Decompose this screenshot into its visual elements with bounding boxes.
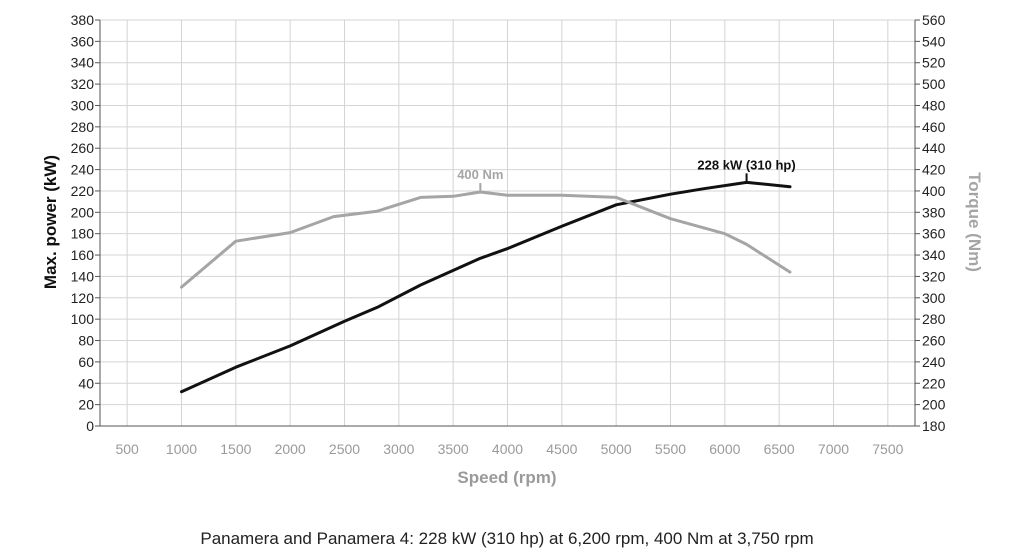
y-tick-label-right: 280 [922, 311, 946, 327]
y-tick-label-left: 0 [86, 418, 94, 434]
y-tick-label-right: 180 [922, 418, 946, 434]
y-tick-label-right: 300 [922, 290, 946, 306]
y-tick-label-left: 160 [71, 247, 95, 263]
y-tick-label-left: 300 [71, 97, 95, 113]
y-tick-label-right: 420 [922, 162, 946, 178]
x-tick-label: 6500 [764, 441, 795, 457]
y-tick-label-right: 200 [922, 397, 946, 413]
y-tick-label-left: 340 [71, 55, 95, 71]
y-tick-label-right: 380 [922, 204, 946, 220]
y-tick-label-left: 260 [71, 140, 95, 156]
x-tick-label: 3500 [438, 441, 469, 457]
x-tick-label: 1500 [220, 441, 251, 457]
chart-axes: 0 180 20 200 40 220 60 240 80 260 100 280 120 300 140 3… [71, 12, 946, 457]
chart-series [180, 180, 792, 394]
chart-annotations: 228 kW (310 hp) 400 Nm [457, 157, 796, 193]
y-tick-label-right: 440 [922, 140, 946, 156]
annotation-peak-torque: 400 Nm [457, 167, 503, 182]
y-tick-label-left: 140 [71, 268, 95, 284]
y-tick-label-right: 560 [922, 12, 946, 28]
y-tick-label-right: 460 [922, 119, 946, 135]
x-tick-label: 4000 [492, 441, 523, 457]
annotation-peak-power: 228 kW (310 hp) [697, 157, 795, 172]
y-tick-label-left: 240 [71, 162, 95, 178]
y-tick-label-right: 340 [922, 247, 946, 263]
y-tick-label-left: 60 [78, 354, 94, 370]
y-tick-label-left: 40 [78, 375, 94, 391]
y-tick-label-right: 480 [922, 97, 946, 113]
x-tick-label: 5000 [601, 441, 632, 457]
x-tick-label: 4500 [546, 441, 577, 457]
y-tick-label-right: 360 [922, 226, 946, 242]
y-tick-label-right: 540 [922, 33, 946, 49]
torque-series-line [180, 190, 792, 289]
x-tick-label: 3000 [383, 441, 414, 457]
x-tick-label: 6000 [709, 441, 740, 457]
y-tick-label-right: 520 [922, 55, 946, 71]
chart-grid [100, 19, 915, 427]
y-tick-label-left: 220 [71, 183, 95, 199]
x-tick-label: 2000 [275, 441, 306, 457]
x-tick-label: 5500 [655, 441, 686, 457]
x-tick-label: 2500 [329, 441, 360, 457]
y-tick-label-left: 120 [71, 290, 95, 306]
y-tick-label-right: 400 [922, 183, 946, 199]
y-tick-label-left: 100 [71, 311, 95, 327]
y-tick-label-left: 320 [71, 76, 95, 92]
y-axis-label-left: Max. power (kW) [41, 155, 60, 289]
y-tick-label-right: 240 [922, 354, 946, 370]
y-tick-label-left: 280 [71, 119, 95, 135]
y-tick-label-right: 260 [922, 333, 946, 349]
x-axis-label: Speed (rpm) [457, 468, 556, 487]
y-tick-label-left: 180 [71, 226, 95, 242]
y-tick-label-left: 20 [78, 397, 94, 413]
y-tick-label-left: 380 [71, 12, 95, 28]
y-tick-label-right: 320 [922, 268, 946, 284]
y-tick-label-left: 200 [71, 204, 95, 220]
x-tick-label: 1000 [166, 441, 197, 457]
y-tick-label-right: 500 [922, 76, 946, 92]
chart-caption: Panamera and Panamera 4: 228 kW (310 hp)… [200, 529, 814, 548]
power-series-line [180, 180, 792, 394]
x-tick-label: 7000 [818, 441, 849, 457]
x-tick-label: 500 [115, 441, 139, 457]
y-axis-label-right: Torque (Nm) [965, 172, 984, 272]
y-tick-label-right: 220 [922, 375, 946, 391]
y-tick-label-left: 80 [78, 333, 94, 349]
x-tick-label: 7500 [872, 441, 903, 457]
y-tick-label-left: 360 [71, 33, 95, 49]
